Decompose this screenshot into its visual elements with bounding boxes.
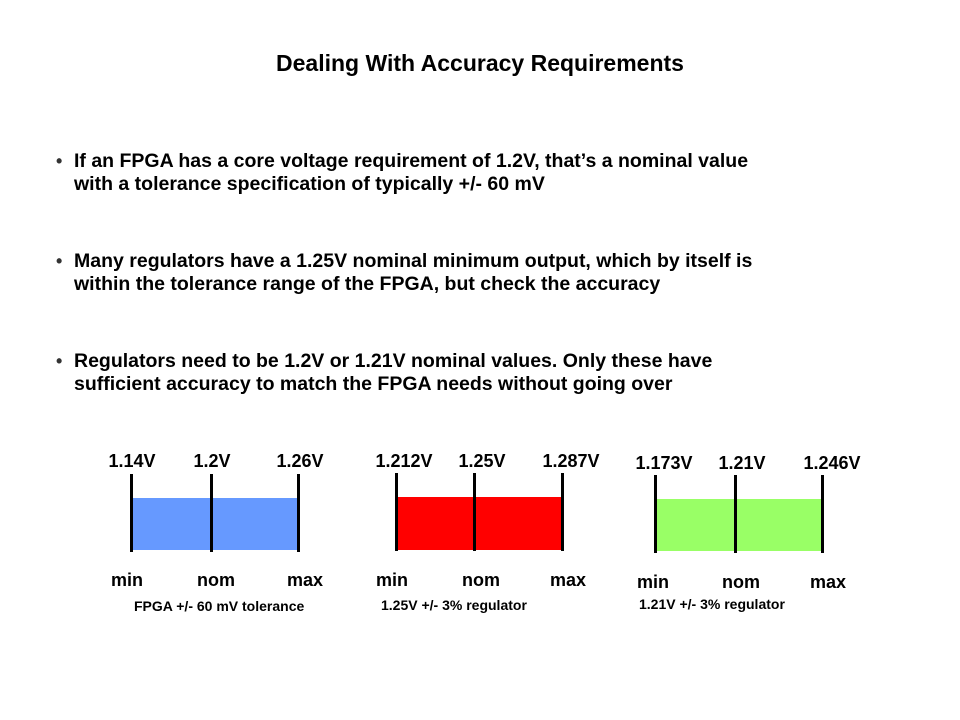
max-word-label: max: [549, 570, 587, 590]
bullet-item-regulator-minimum: • Many regulators have a 1.25V nominal m…: [56, 250, 936, 296]
nom-value-label: 1.21V: [718, 453, 766, 473]
bullet-marker: •: [56, 351, 63, 371]
band-caption: FPGA +/- 60 mV tolerance: [134, 598, 305, 614]
bullet-line: with a tolerance specification of typica…: [74, 173, 545, 195]
bullet-line: sufficient accuracy to match the FPGA ne…: [74, 373, 673, 395]
bullet-line: If an FPGA has a core voltage requiremen…: [74, 150, 749, 172]
slide-title: Dealing With Accuracy Requirements: [276, 50, 684, 76]
min-marker-line: [395, 473, 398, 551]
max-word-label: max: [286, 570, 324, 590]
bullet-line: Regulators need to be 1.2V or 1.21V nomi…: [74, 350, 713, 372]
max-marker-line: [297, 474, 300, 552]
min-marker-line: [654, 475, 657, 553]
min-value-label: 1.173V: [635, 453, 693, 473]
nom-word-label: nom: [722, 572, 760, 592]
band-caption: 1.25V +/- 3% regulator: [381, 597, 527, 613]
bullet-line: within the tolerance range of the FPGA, …: [74, 273, 661, 295]
max-value-label: 1.246V: [803, 453, 861, 473]
min-value-label: 1.212V: [375, 451, 433, 471]
min-word-label: min: [375, 570, 409, 590]
nom-value-label: 1.2V: [193, 451, 231, 471]
tolerance-bar: [657, 499, 824, 551]
bullet-item-regulator-accuracy: • Regulators need to be 1.2V or 1.21V no…: [56, 350, 936, 396]
bullet-line: Many regulators have a 1.25V nominal min…: [74, 250, 753, 272]
min-word-label: min: [636, 572, 670, 592]
max-value-label: 1.287V: [542, 451, 600, 471]
max-word-label: max: [809, 572, 847, 592]
min-value-label: 1.14V: [108, 451, 156, 471]
nom-marker-line: [473, 473, 476, 551]
tolerance-bar: [132, 498, 300, 550]
max-marker-line: [561, 473, 564, 551]
max-marker-line: [821, 475, 824, 553]
band-caption: 1.21V +/- 3% regulator: [639, 596, 785, 612]
nom-value-label: 1.25V: [458, 451, 506, 471]
bullet-item-fpga-requirement: • If an FPGA has a core voltage requirem…: [56, 150, 936, 196]
nom-word-label: nom: [462, 570, 500, 590]
nom-word-label: nom: [197, 570, 235, 590]
min-marker-line: [130, 474, 133, 552]
bullet-marker: •: [56, 251, 63, 271]
bullet-marker: •: [56, 151, 63, 171]
tolerance-bar: [397, 497, 564, 550]
nom-marker-line: [210, 474, 213, 552]
nom-marker-line: [734, 475, 737, 553]
min-word-label: min: [110, 570, 144, 590]
max-value-label: 1.26V: [276, 451, 324, 471]
